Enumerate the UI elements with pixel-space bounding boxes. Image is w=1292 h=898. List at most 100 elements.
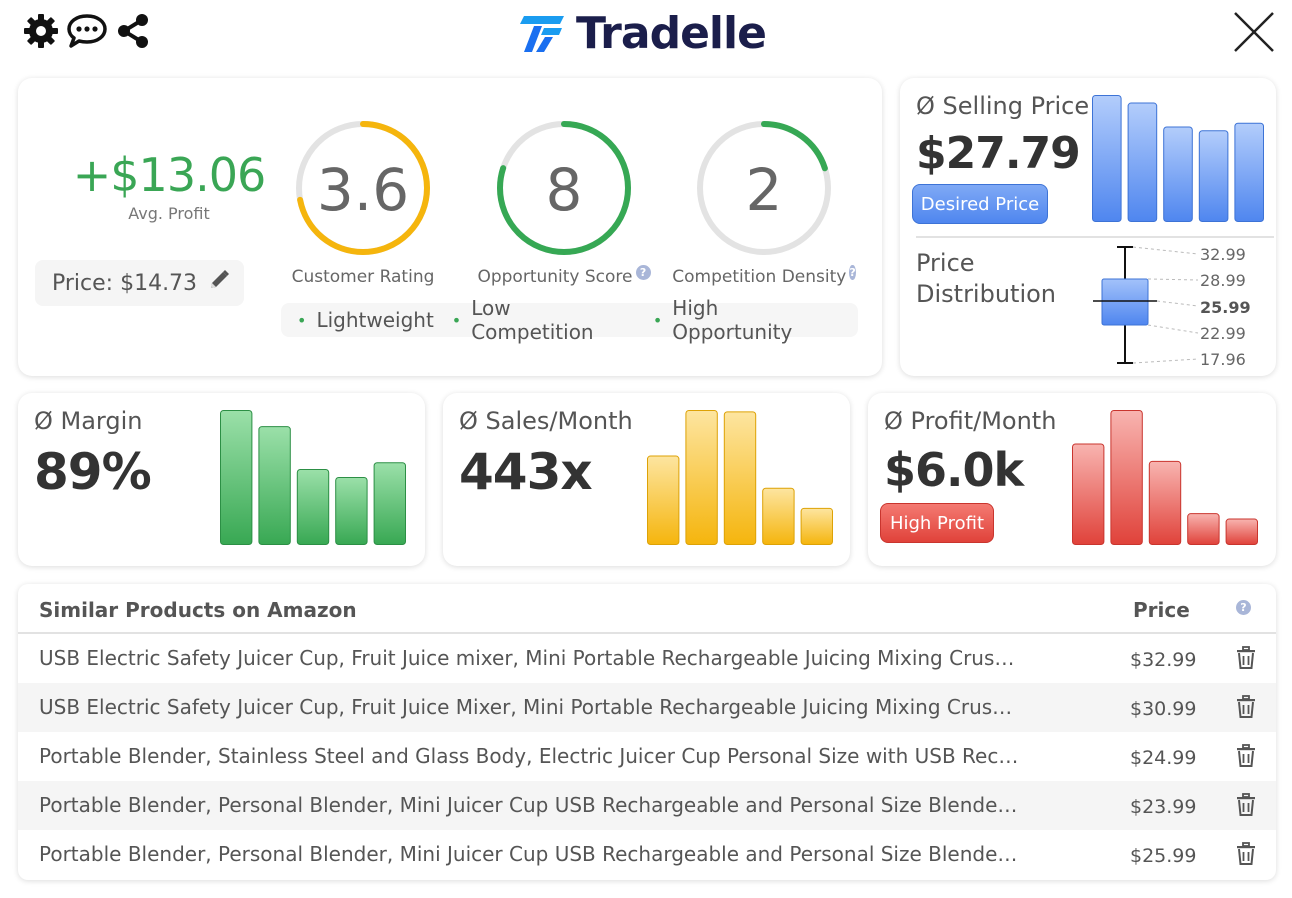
gauge-label: Opportunity Score ? [474, 264, 654, 287]
tag-label: Low Competition [471, 296, 594, 344]
trash-icon[interactable] [1235, 842, 1257, 870]
bar [296, 468, 330, 545]
product-name[interactable]: Portable Blender, Personal Blender, Mini… [39, 793, 1019, 817]
trash-icon[interactable] [1235, 646, 1257, 674]
avg-profit-label: Avg. Profit [128, 204, 210, 223]
tag: • Lightweight [297, 308, 434, 332]
gauge-label-text: Opportunity Score [477, 267, 633, 287]
price-edit-button[interactable]: Price: $14.73 [35, 260, 244, 306]
bar [685, 410, 718, 545]
product-price: $32.99 [1130, 649, 1197, 671]
bar [647, 455, 680, 545]
tag: • Low Competition [452, 296, 635, 344]
price-column-header[interactable]: Price [1133, 598, 1190, 622]
gauge-label-text: Competition Density [672, 267, 847, 287]
dist-q1-label: 22.99 [1200, 324, 1246, 343]
product-name[interactable]: Portable Blender, Personal Blender, Mini… [39, 842, 1019, 866]
trash-icon[interactable] [1235, 744, 1257, 772]
selling-price-card: Ø Selling Price $27.79 Desired Price Pri… [900, 78, 1276, 376]
share-icon[interactable] [114, 12, 152, 50]
bar [800, 507, 833, 545]
help-icon[interactable]: ? [1236, 600, 1251, 615]
gauge-competition-density: 2 Competition Density ? [672, 120, 856, 287]
sales-card: Ø Sales/Month 443x [443, 393, 850, 566]
summary-card: +$13.06 Avg. Profit Price: $14.73 3.6 Cu… [18, 78, 882, 376]
product-name[interactable]: USB Electric Safety Juicer Cup, Fruit Ju… [39, 695, 1019, 719]
product-price: $23.99 [1130, 796, 1197, 818]
chat-icon[interactable] [66, 12, 108, 50]
gauge-opportunity-score: 8 Opportunity Score ? [474, 120, 654, 287]
product-name[interactable]: Portable Blender, Stainless Steel and Gl… [39, 744, 1019, 768]
bar [1092, 95, 1122, 222]
header: Tradelle [0, 0, 1292, 70]
price-distribution-title: Price Distribution [916, 248, 1056, 310]
dist-min-label: 17.96 [1200, 350, 1246, 369]
tag-label: High Opportunity [672, 296, 793, 344]
gauge-value: 3.6 [316, 156, 410, 224]
margin-value: 89% [34, 443, 152, 501]
help-icon[interactable]: ? [635, 264, 651, 280]
bar [762, 487, 795, 545]
bar [220, 410, 253, 545]
avg-profit-value: +$13.06 [72, 148, 267, 202]
price-distribution-title-line: Distribution [916, 280, 1057, 308]
gauge-label-text: Customer Rating [291, 267, 435, 287]
table-row[interactable]: Portable Blender, Personal Blender, Mini… [18, 781, 1276, 830]
bar [1198, 130, 1229, 222]
bullet-icon: • [451, 310, 462, 330]
gauge-label: Competition Density ? [672, 264, 856, 287]
gauge-ring [296, 121, 430, 255]
trash-icon[interactable] [1235, 695, 1257, 723]
desired-price-button[interactable]: Desired Price [912, 184, 1048, 224]
bar [1110, 410, 1143, 545]
bar [335, 477, 368, 545]
gauge-value: 2 [745, 156, 783, 224]
bar [373, 462, 406, 545]
table-row[interactable]: Portable Blender, Personal Blender, Mini… [18, 830, 1276, 879]
gauge-value: 8 [545, 156, 583, 224]
bar [1187, 513, 1220, 545]
product-name[interactable]: USB Electric Safety Juicer Cup, Fruit Ju… [39, 646, 1019, 670]
tag-label: Lightweight [316, 308, 434, 332]
bar [1127, 102, 1158, 222]
dist-median-label: 25.99 [1200, 298, 1251, 317]
high-profit-badge[interactable]: High Profit [880, 503, 994, 543]
table-row[interactable]: USB Electric Safety Juicer Cup, Fruit Ju… [18, 634, 1276, 683]
gauge-ring [697, 121, 831, 255]
trash-icon[interactable] [1235, 793, 1257, 821]
margin-bars [220, 410, 406, 545]
brand-name: Tradelle [576, 8, 767, 59]
margin-card: Ø Margin 89% [18, 393, 425, 566]
table-title: Similar Products on Amazon [39, 598, 357, 622]
avg-profit: +$13.06 Avg. Profit [48, 148, 290, 223]
pencil-icon [207, 268, 231, 298]
margin-title: Ø Margin [34, 407, 143, 435]
price-distribution-boxplot: 32.99 28.99 25.99 22.99 17.96 [1093, 245, 1251, 369]
product-price: $30.99 [1130, 698, 1197, 720]
help-icon[interactable]: ? [849, 264, 856, 280]
dist-q3-label: 28.99 [1200, 271, 1246, 290]
close-icon[interactable] [1232, 10, 1276, 58]
table-row[interactable]: Portable Blender, Stainless Steel and Gl… [18, 732, 1276, 781]
selling-price-value: $27.79 [916, 128, 1081, 179]
gauge-customer-rating: 3.6 Customer Rating [273, 120, 453, 287]
gear-icon[interactable] [22, 12, 60, 50]
brand-logo: Tradelle [516, 8, 767, 59]
price-label: Price: $14.73 [52, 270, 198, 296]
similar-products-table: Similar Products on Amazon Price ? USB E… [18, 584, 1276, 880]
bar [723, 411, 757, 545]
bullet-icon: • [652, 310, 663, 330]
profit-month-value: $6.0k [884, 443, 1024, 497]
sales-bars [647, 410, 833, 545]
table-row[interactable]: USB Electric Safety Juicer Cup, Fruit Ju… [18, 683, 1276, 732]
dist-max-label: 32.99 [1200, 245, 1246, 264]
bar [258, 426, 291, 545]
gauge-label: Customer Rating [273, 267, 453, 287]
product-tags: • Lightweight • Low Competition • High Oppo… [281, 296, 858, 344]
divider [916, 236, 1274, 238]
sales-title: Ø Sales/Month [459, 407, 633, 435]
header-actions [22, 12, 152, 50]
bullet-icon: • [297, 310, 307, 330]
table-header: Similar Products on Amazon Price ? [18, 584, 1276, 634]
tag: • High Opportunity [653, 296, 840, 344]
